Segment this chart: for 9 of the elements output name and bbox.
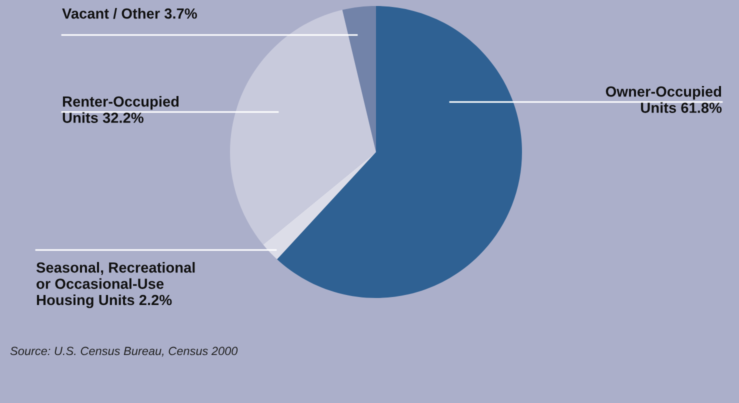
slice-label: Vacant / Other 3.7% bbox=[62, 8, 197, 19]
pie-slice bbox=[276, 6, 522, 298]
slice-label: Renter-Occupied Units 32.2% bbox=[62, 96, 179, 123]
source-note: Source: U.S. Census Bureau, Census 2000 bbox=[10, 346, 238, 357]
slice-label: Seasonal, Recreational or Occasional-Use Housing Units 2.2% bbox=[36, 262, 195, 308]
pie-slice bbox=[263, 152, 376, 260]
slice-label: Owner-Occupied Units 61.8% bbox=[606, 86, 722, 113]
pie-slice bbox=[342, 6, 376, 152]
pie-slice bbox=[230, 10, 376, 245]
